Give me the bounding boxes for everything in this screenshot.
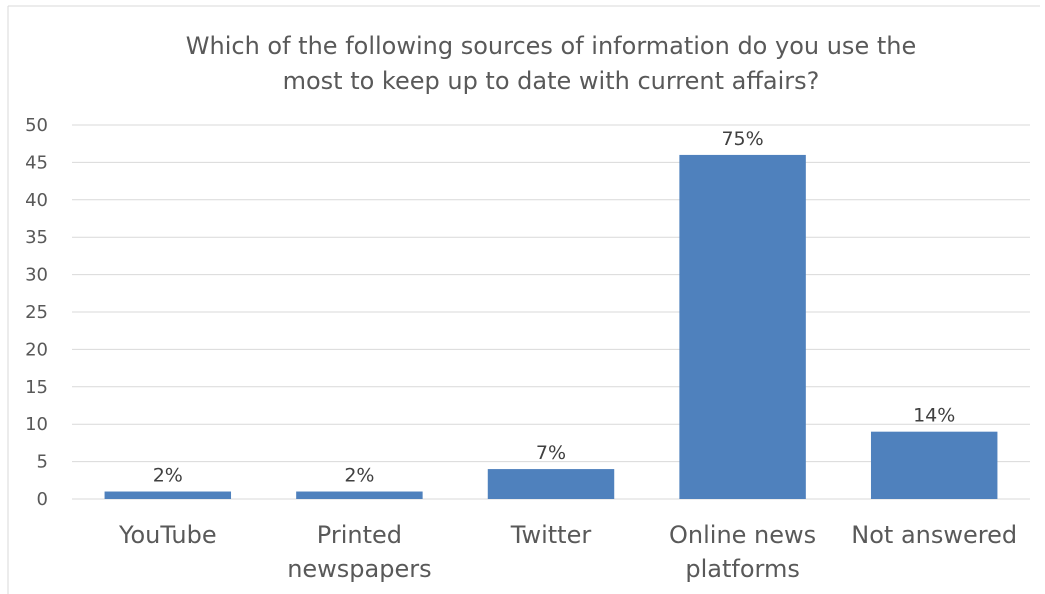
chart-title-line: most to keep up to date with current aff… <box>283 67 820 95</box>
bar <box>870 431 998 499</box>
y-tick-label: 50 <box>25 115 48 136</box>
x-category-label: Online news <box>669 521 816 549</box>
y-tick-label: 45 <box>25 152 48 173</box>
data-label: 75% <box>721 128 763 150</box>
data-label: 7% <box>536 442 566 464</box>
x-axis-categories: YouTube Printed newspapers Twitter Online ne… <box>118 521 1017 583</box>
y-tick-label: 0 <box>37 489 48 510</box>
x-category-label: YouTube <box>118 521 217 549</box>
data-label: 2% <box>344 465 374 487</box>
bar <box>487 469 615 499</box>
bars <box>104 154 998 500</box>
bar <box>104 491 232 499</box>
chart-frame <box>7 5 1040 594</box>
y-tick-label: 30 <box>25 265 48 286</box>
data-label: 2% <box>153 465 183 487</box>
chart-title: Which of the following sources of inform… <box>186 32 916 95</box>
gridlines <box>72 124 1030 500</box>
chart-title-line: Which of the following sources of inform… <box>186 32 916 60</box>
bar <box>296 491 423 499</box>
data-label: 14% <box>913 405 955 427</box>
x-category-label: Twitter <box>510 521 592 549</box>
y-tick-label: 5 <box>37 452 48 473</box>
y-tick-label: 40 <box>25 190 48 211</box>
y-axis-ticks: 0 5 10 15 20 25 30 35 40 45 50 <box>25 115 48 510</box>
x-category-label: Printed <box>317 521 402 549</box>
y-tick-label: 10 <box>25 414 48 435</box>
y-tick-label: 15 <box>25 377 48 398</box>
y-tick-label: 20 <box>25 339 48 360</box>
x-category-label: Not answered <box>851 521 1017 549</box>
x-category-label: newspapers <box>287 555 431 583</box>
x-category-label: platforms <box>685 555 799 583</box>
data-labels: 2% 2% 7% 75% 14% <box>153 128 956 487</box>
y-tick-label: 35 <box>25 227 48 248</box>
bar <box>679 154 806 500</box>
y-tick-label: 25 <box>25 302 48 323</box>
